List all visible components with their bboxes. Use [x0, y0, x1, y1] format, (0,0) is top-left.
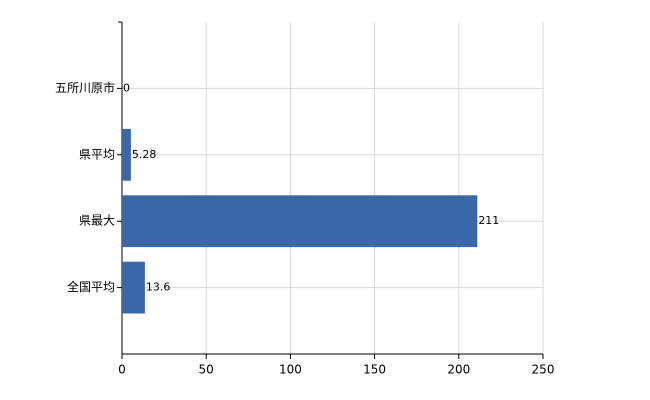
y-tick-label: 全国平均: [67, 279, 115, 294]
value-label: 13.6: [146, 281, 171, 294]
bar: [122, 195, 478, 248]
y-tick-label: 五所川原市: [55, 80, 115, 95]
bar: [122, 128, 131, 181]
x-tick-label: 250: [532, 363, 555, 377]
bar: [122, 261, 145, 314]
value-label: 0: [123, 81, 130, 94]
x-tick-label: 150: [363, 363, 386, 377]
value-label: 5.28: [132, 148, 157, 161]
value-label: 211: [478, 214, 499, 227]
x-tick-label: 200: [447, 363, 470, 377]
y-tick-label: 県最大: [79, 214, 115, 228]
x-tick-label: 0: [118, 363, 126, 377]
x-tick-label: 50: [199, 363, 214, 377]
x-tick-label: 100: [279, 363, 302, 377]
y-tick-label: 県平均: [79, 147, 115, 161]
